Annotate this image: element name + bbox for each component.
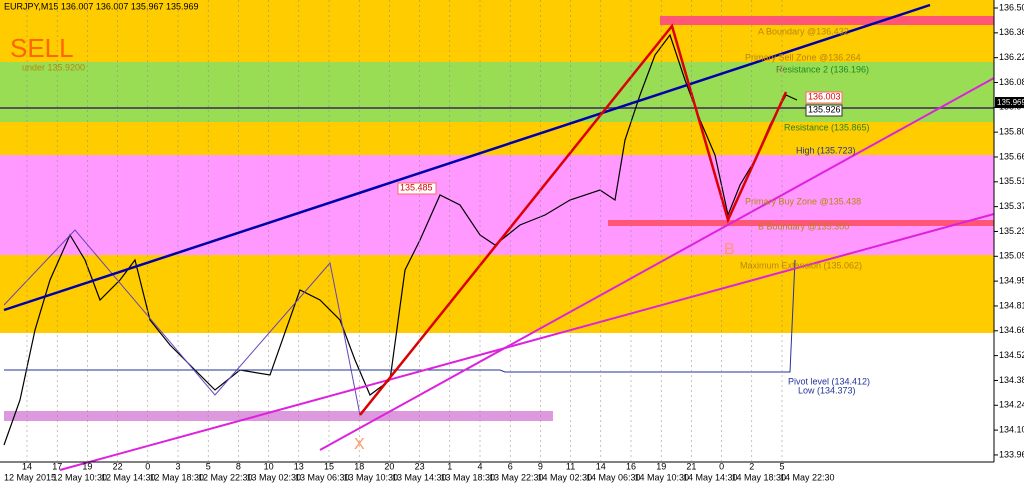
price-label: 135.660	[999, 151, 1024, 161]
price-label: 135.090	[999, 251, 1024, 261]
price-label: 135.806	[999, 127, 1024, 137]
hour-label: 20	[384, 461, 394, 471]
hour-label: 17	[52, 461, 62, 471]
annotation: B Boundary @135.300	[758, 221, 849, 231]
window-title: EURJPY,M15 136.007 136.007 135.967 135.9…	[4, 1, 199, 11]
hour-label: 4	[477, 461, 482, 471]
date-label: 13 May 14:30	[392, 472, 447, 482]
price-label: 136.086	[999, 77, 1024, 87]
price-label: 135.375	[999, 201, 1024, 211]
hour-label: 22	[113, 461, 123, 471]
current-price: 135.969	[997, 98, 1024, 107]
hour-label: 11	[566, 461, 575, 471]
price-label: 134.525	[999, 350, 1024, 360]
pivot-line	[4, 259, 796, 373]
hour-label: 18	[354, 461, 364, 471]
current-price-box	[995, 97, 1024, 108]
annotation: Maximum Extension (135.062)	[740, 260, 862, 270]
channel-line	[319, 77, 995, 451]
date-label: 13 May 06:30	[295, 472, 350, 482]
hour-label: 10	[264, 461, 274, 471]
hour-label: 21	[686, 461, 696, 471]
date-label: 14 May 18:30	[732, 472, 787, 482]
price-label: 134.245	[999, 400, 1024, 410]
point-label: B	[724, 241, 735, 258]
price-label: 134.665	[999, 325, 1024, 335]
hour-label: 14	[596, 461, 606, 471]
date-label: 13 May 10:30	[344, 472, 399, 482]
date-label: 14 May 10:30	[635, 472, 690, 482]
hour-label: 0	[145, 461, 150, 471]
price-label: 135.515	[999, 176, 1024, 186]
hour-label: 9	[538, 461, 543, 471]
hour-label: 14	[22, 461, 32, 471]
annotation: High (135.723)	[796, 145, 856, 155]
date-label: 12 May 10:30	[53, 472, 108, 482]
channel-line	[59, 213, 995, 471]
hour-label: 2	[749, 461, 754, 471]
hour-label: 5	[206, 461, 211, 471]
hour-label: 1	[447, 461, 452, 471]
price-label: 134.100	[999, 424, 1024, 434]
point-label: X	[354, 436, 365, 453]
hour-label: 6	[508, 461, 513, 471]
price-box	[397, 182, 437, 195]
harmonic-pattern	[359, 23, 788, 416]
hour-label: 19	[82, 461, 92, 471]
signal-note: under 135.9200	[22, 62, 85, 72]
hour-label: 15	[324, 461, 334, 471]
price-label: 133.960	[999, 449, 1024, 459]
price-label: 134.810	[999, 300, 1024, 310]
point-label: C	[778, 65, 785, 76]
price-box	[805, 91, 843, 104]
price-label: 134.385	[999, 375, 1024, 385]
price-label: 135.945	[999, 102, 1024, 112]
date-label: 14 May 22:30	[780, 472, 835, 482]
pattern-line	[3, 229, 361, 416]
hour-label: 19	[656, 461, 666, 471]
date-label: 13 May 18:30	[441, 472, 496, 482]
hour-label: 16	[626, 461, 636, 471]
lilac-bar	[4, 411, 553, 421]
price-label: 136.365	[999, 27, 1024, 37]
hour-label: 23	[415, 461, 425, 471]
date-label: 14 May 14:30	[683, 472, 738, 482]
price-label: 134.950	[999, 276, 1024, 286]
pink-zone	[0, 155, 994, 255]
trend-line	[3, 3, 931, 312]
annotation: Resistance 2 (136.196)	[776, 64, 869, 74]
price-label: 135.235	[999, 226, 1024, 236]
price-label: 136.226	[999, 52, 1024, 62]
annotation: 135.485	[400, 182, 433, 192]
price-label: 136.505	[999, 2, 1024, 12]
date-label: 14 May 06:30	[586, 472, 641, 482]
annotation: A Boundary @136.432	[758, 26, 849, 36]
date-label: 12 May 22:30	[198, 472, 253, 482]
date-label: 12 May 14:30	[101, 472, 156, 482]
annotation: Low (134.373)	[798, 385, 856, 395]
annotation: Primary Sell Zone @136.264	[745, 52, 861, 62]
hour-label: 3	[175, 461, 180, 471]
price-box	[805, 104, 843, 117]
hour-label: 0	[719, 461, 724, 471]
date-label: 12 May 2015	[4, 472, 56, 482]
hour-label: 8	[236, 461, 241, 471]
hour-label: 13	[294, 461, 304, 471]
price-axis	[994, 0, 1024, 484]
hour-label: 5	[779, 461, 784, 471]
date-label: 13 May 22:30	[489, 472, 544, 482]
annotation: 136.003	[808, 91, 841, 101]
annotation: Pivot level (134.412)	[788, 376, 870, 386]
date-label: 14 May 02:30	[538, 472, 593, 482]
signal: SELL	[10, 33, 74, 63]
annotation: Primary Buy Zone @135.438	[745, 196, 861, 206]
annotation: 135.926	[808, 104, 841, 114]
annotation: Resistance (135.865)	[784, 122, 870, 132]
a-boundary-bar	[660, 16, 1008, 25]
date-label: 13 May 02:30	[247, 472, 302, 482]
date-label: 12 May 18:30	[150, 472, 205, 482]
b-boundary-bar	[608, 220, 1008, 226]
